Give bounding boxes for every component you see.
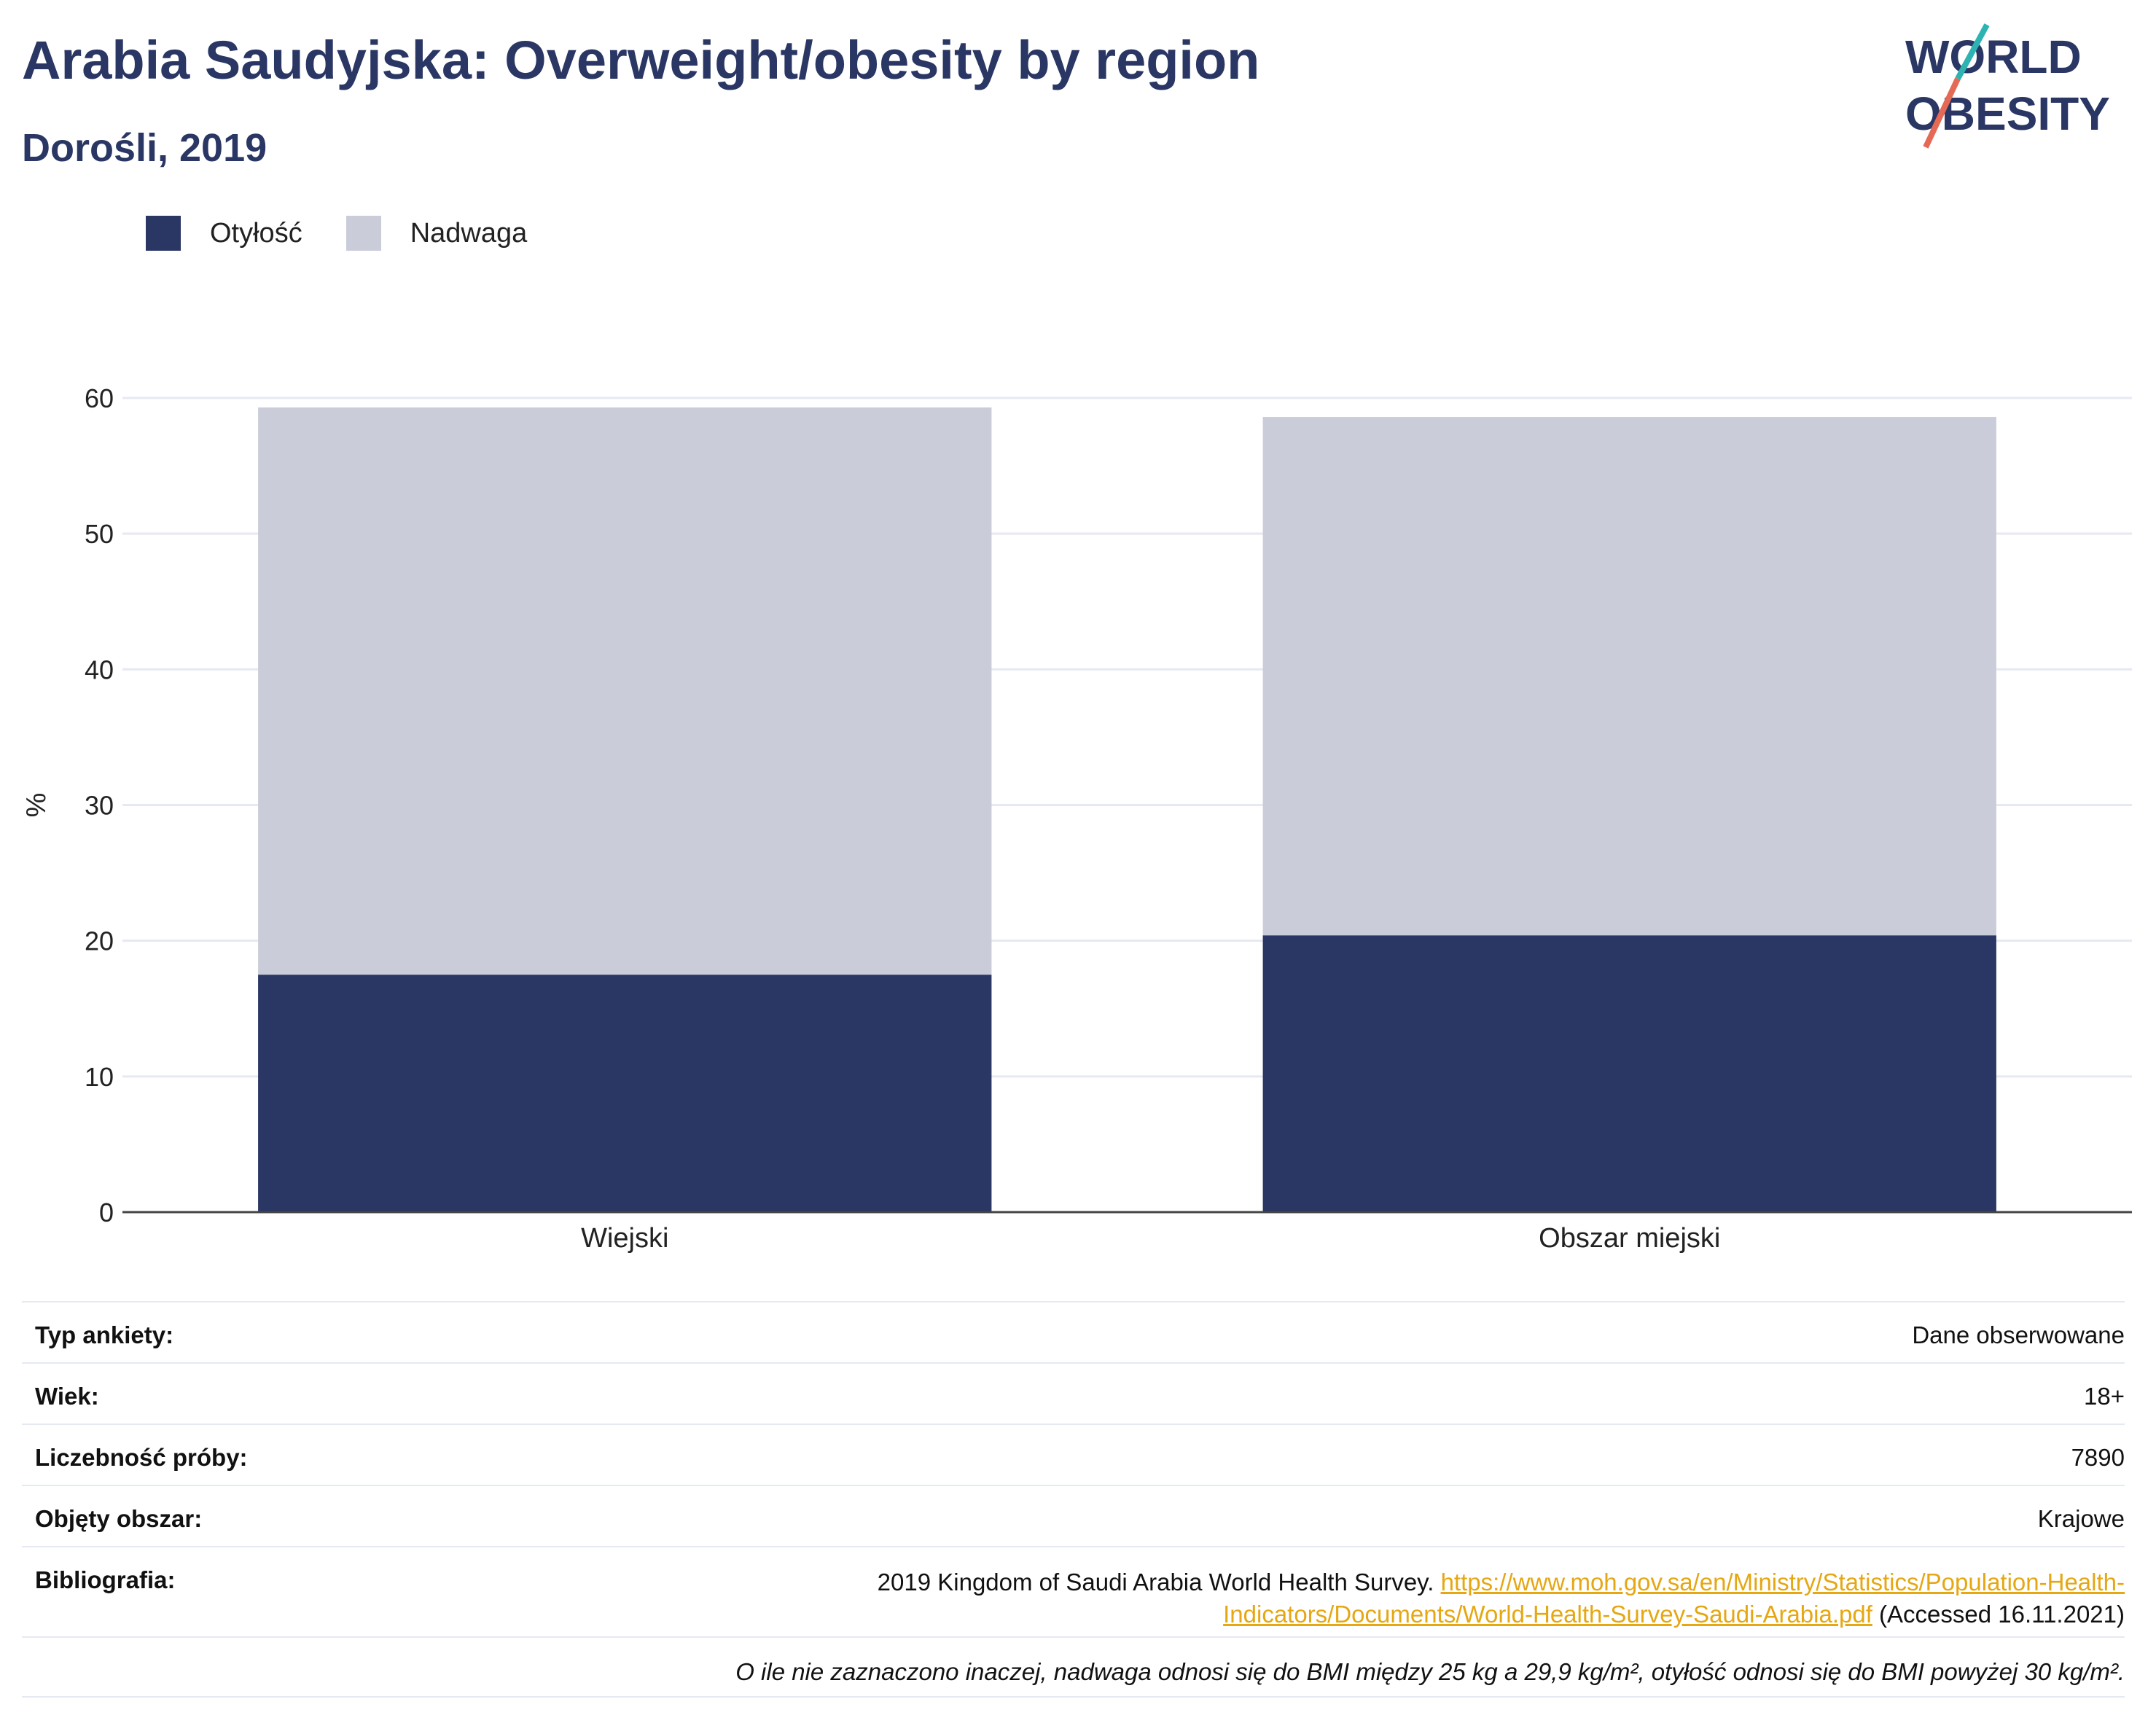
chart-legend: Otyłość Nadwaga — [146, 216, 571, 251]
y-tick-label: 10 — [85, 1062, 114, 1092]
info-label: Objęty obszar: — [35, 1505, 203, 1532]
info-table: Typ ankiety: Dane obserwowane Wiek: 18+ … — [22, 1301, 2125, 1698]
legend-label-obesity: Otyłość — [210, 217, 302, 249]
info-label: Typ ankiety: — [35, 1321, 174, 1348]
y-tick-label: 60 — [85, 383, 114, 413]
bibliography-suffix: (Accessed 16.11.2021) — [1872, 1601, 2125, 1628]
info-label: Wiek: — [35, 1383, 99, 1410]
bar-obesity — [258, 975, 992, 1212]
logo-slash-coral — [1923, 77, 1961, 149]
y-tick-label: 50 — [85, 519, 114, 549]
info-value: 18+ — [2084, 1383, 2125, 1410]
stacked-bar-chart: 0 10 20 30 40 50 60% Wiejski Obszar miejski — [21, 383, 2132, 1254]
bar-overweight — [1262, 417, 1996, 936]
info-value: 7890 — [2071, 1444, 2125, 1471]
legend-swatch-obesity — [146, 216, 181, 251]
footnote: O ile nie zaznaczono inaczej, nadwaga od… — [22, 1636, 2125, 1698]
info-row-survey-type: Typ ankiety: Dane obserwowane — [22, 1301, 2125, 1362]
bibliography-prefix: 2019 Kingdom of Saudi Arabia World Healt… — [877, 1569, 1441, 1596]
legend-label-overweight: Nadwaga — [410, 217, 528, 249]
x-tick-label: Wiejski — [581, 1223, 668, 1254]
bibliography-label: Bibliografia: — [35, 1566, 176, 1593]
world-obesity-logo: WORLD OBESITY — [1905, 23, 2110, 149]
info-label: Liczebność próby: — [35, 1444, 248, 1471]
legend-swatch-overweight — [345, 216, 381, 251]
info-row-age: Wiek: 18+ — [22, 1362, 2125, 1423]
info-value: Krajowe — [2037, 1505, 2125, 1532]
info-row-sample-size: Liczebność próby: 7890 — [22, 1423, 2125, 1485]
bibliography-text: 2019 Kingdom of Saudi Arabia World Healt… — [740, 1566, 2125, 1630]
y-tick-label: 0 — [99, 1198, 114, 1227]
bibliography-link[interactable]: https://www.moh.gov.sa/en/Ministry/Stati… — [1223, 1569, 2125, 1628]
x-tick-label: Obszar miejski — [1539, 1223, 1720, 1254]
info-row-coverage: Objęty obszar: Krajowe — [22, 1485, 2125, 1546]
info-value: Dane obserwowane — [1912, 1321, 2125, 1348]
bar-overweight — [258, 407, 992, 975]
page-subtitle: Dorośli, 2019 — [22, 126, 267, 170]
y-tick-label: 30 — [85, 791, 114, 821]
y-tick-label: 40 — [85, 655, 114, 684]
logo-line1: WORLD — [1905, 31, 2082, 83]
legend-item-overweight[interactable]: Nadwaga — [345, 216, 528, 251]
y-tick-label: 20 — [85, 926, 114, 956]
y-axis-label: % — [21, 793, 52, 818]
info-row-bibliography: Bibliografia: 2019 Kingdom of Saudi Arab… — [22, 1546, 2125, 1636]
bar-obesity — [1262, 935, 1996, 1212]
page-title: Arabia Saudyjska: Overweight/obesity by … — [22, 30, 1260, 90]
legend-item-obesity[interactable]: Otyłość — [146, 216, 302, 251]
logo-slash-teal — [1955, 23, 1990, 80]
